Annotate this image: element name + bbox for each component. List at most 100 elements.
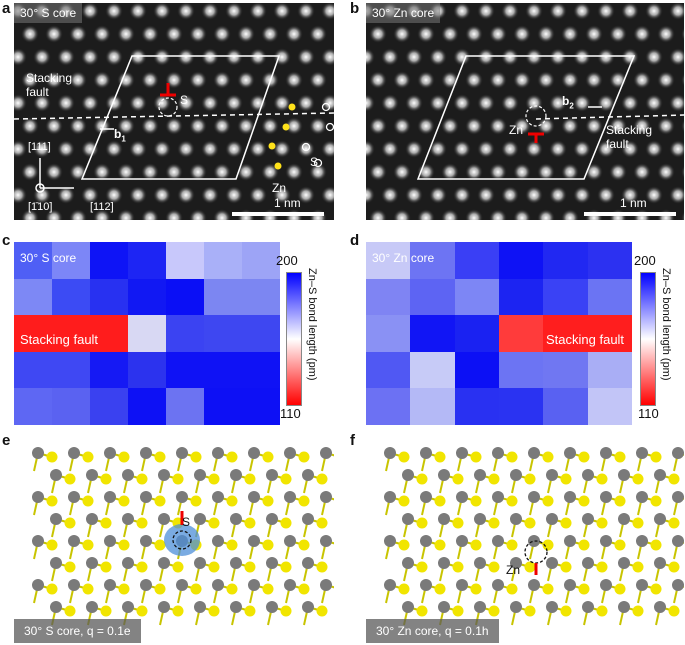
atom-column — [249, 3, 267, 20]
atom-column — [369, 163, 387, 181]
zn-atom — [672, 447, 684, 459]
atom-column — [441, 117, 459, 135]
heatmap-cell — [410, 351, 455, 389]
atom-column — [81, 3, 99, 20]
atom-column — [189, 117, 207, 135]
atom-column — [177, 3, 195, 20]
atom-column — [633, 117, 651, 135]
atom-column — [45, 25, 63, 43]
atom-column — [249, 94, 267, 112]
zn-atom — [248, 579, 260, 591]
atom-column — [609, 25, 627, 43]
s-atom — [154, 539, 166, 551]
direction-111: [111] — [28, 141, 51, 153]
atom-column — [249, 48, 267, 66]
zn-atom — [266, 601, 278, 613]
zn-atom — [86, 601, 98, 613]
heatmap-cell — [14, 351, 52, 389]
s-atom — [226, 539, 238, 551]
s-atom — [596, 605, 608, 617]
heatmap-cell — [410, 388, 455, 425]
atom-column — [321, 48, 334, 66]
s-atom — [100, 561, 112, 573]
atom-column — [645, 3, 663, 20]
atom-column — [285, 71, 303, 89]
zn-atom — [438, 601, 450, 613]
atom-column — [141, 117, 159, 135]
panel-d-title: 30° Zn core — [372, 251, 435, 265]
atom-column — [681, 211, 684, 220]
atom-column — [165, 25, 183, 43]
zn-atom — [600, 535, 612, 547]
atom-column — [477, 48, 495, 66]
atom-marker-a — [301, 142, 311, 152]
zn-atom — [384, 491, 396, 503]
zn-atom — [582, 557, 594, 569]
heatmap-cell — [204, 242, 242, 279]
s-atom — [506, 583, 518, 595]
atom-column — [177, 140, 195, 158]
s-atom — [470, 495, 482, 507]
atom-column — [366, 94, 375, 112]
atom-column — [117, 71, 135, 89]
atom-column — [681, 73, 684, 87]
atom-column — [129, 3, 147, 20]
atom-column — [261, 163, 279, 181]
heatmap-cell — [366, 278, 411, 316]
atom-column — [21, 163, 39, 181]
atom-column — [81, 186, 99, 204]
s-atom — [208, 605, 220, 617]
atom-column — [573, 140, 591, 158]
atom-column — [273, 140, 291, 158]
atom-column — [369, 71, 387, 89]
heatmap-cell — [90, 315, 128, 352]
core-circle-a — [158, 97, 178, 117]
atom-column — [105, 186, 123, 204]
atom-column — [249, 140, 267, 158]
atom-column — [33, 48, 51, 66]
s-label-a-inset: S — [310, 155, 319, 169]
s-atom — [596, 473, 608, 485]
atom-column — [621, 48, 639, 66]
s-atom — [190, 583, 202, 595]
atom-marker-a — [321, 102, 331, 112]
heatmap-cell — [543, 242, 588, 279]
s-atom — [298, 583, 310, 595]
heatmap-cell — [498, 388, 544, 425]
atom-column — [549, 3, 567, 20]
atom-marker-a — [268, 142, 276, 150]
s-atom — [578, 495, 590, 507]
s-atom — [172, 473, 184, 485]
atom-column — [513, 209, 531, 220]
burgers-vector-b1: b1 — [114, 127, 126, 144]
atom-column — [21, 209, 39, 220]
atom-column — [429, 48, 447, 66]
atom-column — [249, 186, 267, 204]
s-atom — [208, 561, 220, 573]
s-atom — [208, 473, 220, 485]
atom-column — [417, 25, 435, 43]
atom-column — [681, 27, 684, 41]
s-atom — [578, 451, 590, 463]
zn-atom — [320, 491, 332, 503]
atom-column — [477, 186, 495, 204]
zn-atom — [438, 557, 450, 569]
atom-column — [477, 3, 495, 20]
zn-atom — [284, 535, 296, 547]
atom-column — [105, 48, 123, 66]
panel-letter-c: c — [2, 232, 11, 249]
zn-atom — [636, 447, 648, 459]
atom-column — [57, 186, 75, 204]
s-atom — [46, 495, 58, 507]
atom-column — [21, 117, 39, 135]
heatmap-cell — [587, 351, 632, 389]
zn-atom — [194, 601, 206, 613]
atom-column — [393, 209, 411, 220]
zn-atom — [158, 557, 170, 569]
atom-column — [69, 71, 87, 89]
zn-atom — [122, 557, 134, 569]
atom-column — [14, 48, 27, 66]
zn-atom — [194, 513, 206, 525]
atom-column — [501, 3, 519, 20]
zn-atom — [492, 491, 504, 503]
